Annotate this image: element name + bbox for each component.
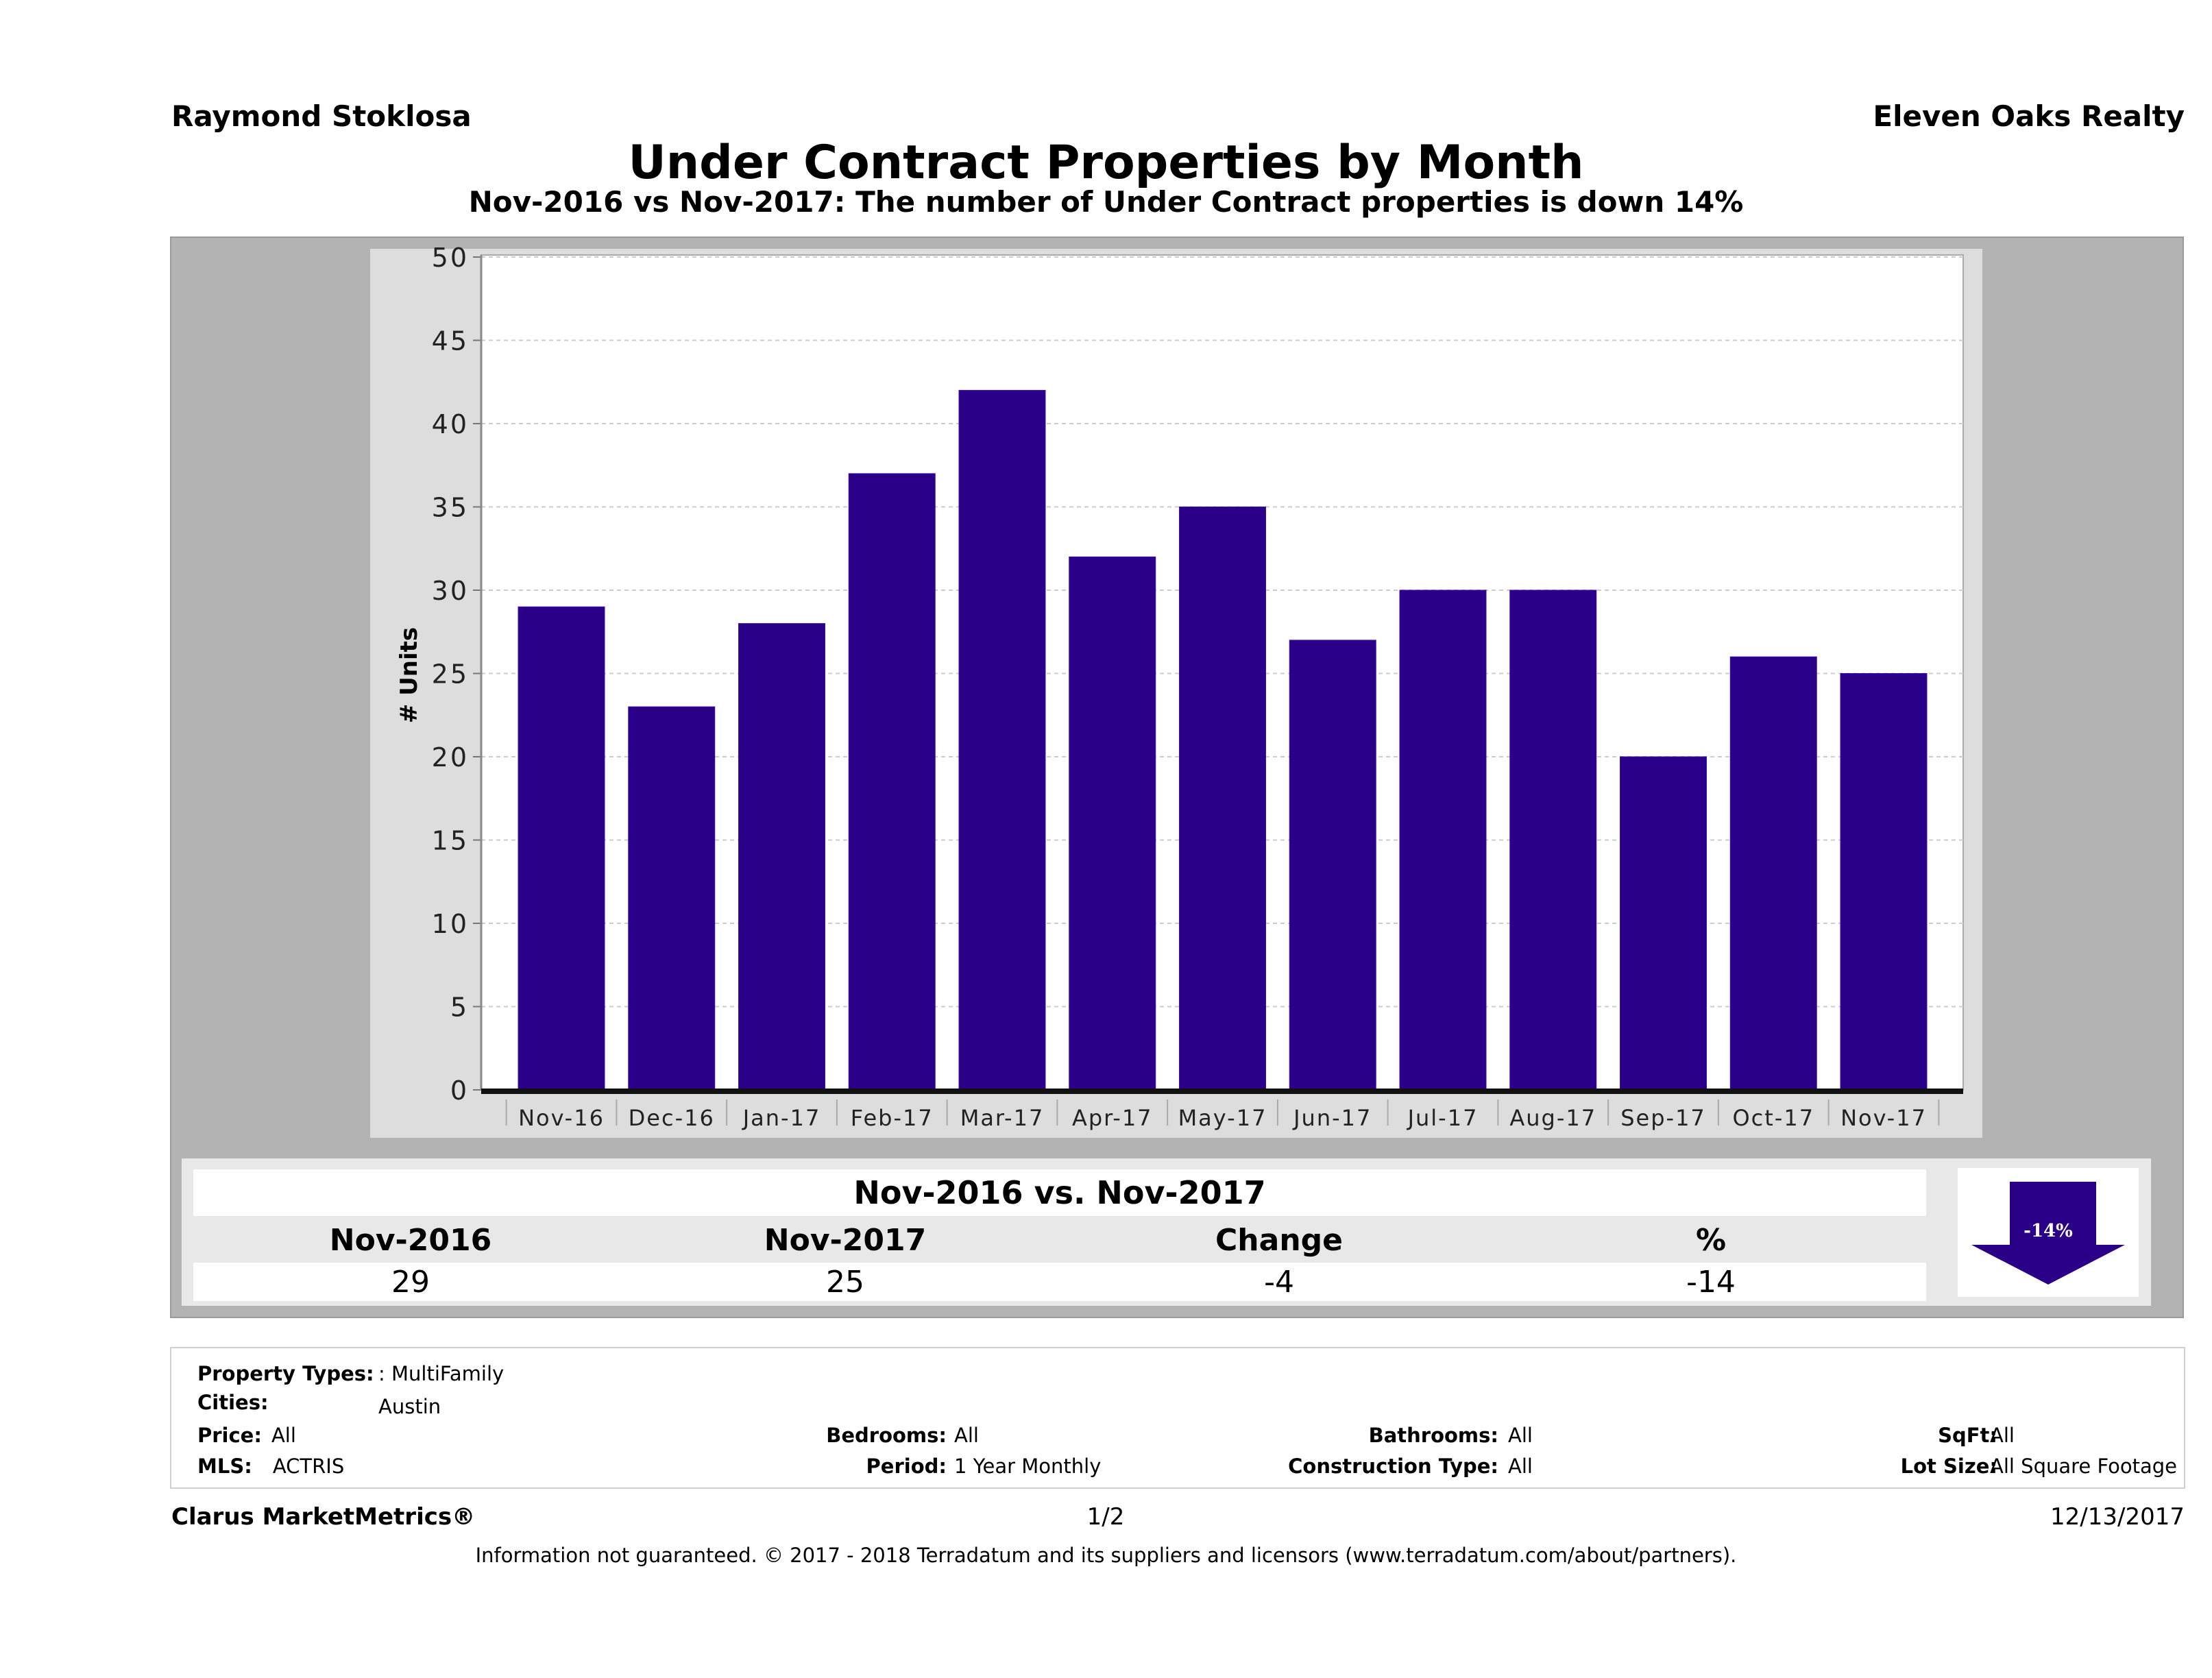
y-tick-label: 30: [432, 576, 469, 606]
summary-header: Nov-2017: [764, 1222, 927, 1258]
criteria-construction-type-value: All: [1508, 1455, 1533, 1478]
summary-value: 25: [826, 1264, 864, 1300]
bar: [518, 606, 605, 1091]
summary-header: Nov-2016: [329, 1222, 492, 1258]
footer-brand: Clarus MarketMetrics®: [171, 1503, 476, 1531]
axes: [473, 255, 1963, 1126]
y-tick-label: 25: [432, 659, 469, 690]
x-tick-label: Aug-17: [1509, 1105, 1596, 1131]
summary-value: -14: [1686, 1264, 1736, 1300]
agent-name: Raymond Stoklosa: [171, 99, 472, 133]
criteria-bedrooms: Bedrooms:: [826, 1424, 947, 1447]
criteria-lot-size-value: All Square Footage: [1990, 1455, 2178, 1478]
report-subtitle: Nov-2016 vs Nov-2017: The number of Unde…: [468, 185, 1744, 219]
bar: [1289, 640, 1376, 1091]
criteria-mls: MLS: ACTRIS: [197, 1455, 345, 1478]
bar: [738, 623, 825, 1091]
criteria-sqft: SqFt:: [1938, 1424, 1997, 1447]
criteria-property-types: Property Types: : MultiFamily: [197, 1362, 505, 1385]
criteria-construction-type: Construction Type:: [1288, 1455, 1498, 1478]
y-tick-label: 40: [432, 409, 469, 439]
bar: [1620, 756, 1707, 1091]
y-tick-label: 0: [450, 1075, 469, 1106]
x-tick-label: Dec-16: [629, 1105, 715, 1131]
search-criteria-box: Property Types: : MultiFamily Cities: Au…: [170, 1347, 2185, 1489]
summary-header: %: [1695, 1222, 1727, 1258]
x-tick-label: Sep-17: [1620, 1105, 1706, 1131]
criteria-sqft-value: All: [1990, 1424, 2015, 1447]
y-tick-label: 50: [432, 243, 469, 273]
summary-value: -4: [1264, 1264, 1294, 1300]
summary-header-row: Nov-2016 Nov-2017 Change %: [193, 1219, 1926, 1261]
y-tick-label: 45: [432, 326, 469, 356]
criteria-lot-size: Lot Size:: [1900, 1455, 1997, 1478]
bar: [1399, 589, 1487, 1091]
arrow-down-icon: -14%: [1971, 1182, 2125, 1285]
y-tick-labels: 0 5 10 15 20 25 30 35 40 45 50: [432, 243, 469, 1106]
y-tick-label: 5: [450, 993, 469, 1023]
criteria-period-value: 1 Year Monthly: [954, 1455, 1102, 1478]
bar: [628, 706, 716, 1091]
x-tick-label: Apr-17: [1072, 1105, 1153, 1131]
change-badge: -14%: [1958, 1168, 2139, 1297]
summary-value: 29: [391, 1264, 430, 1300]
y-tick-label: 10: [432, 909, 469, 939]
y-axis-label: # Units: [396, 627, 423, 723]
x-tick-label: Nov-17: [1840, 1105, 1927, 1131]
bar: [1840, 673, 1928, 1091]
report-date: 12/13/2017: [2050, 1503, 2185, 1531]
summary-header: Change: [1215, 1222, 1343, 1258]
x-tick-label: Nov-16: [518, 1105, 605, 1131]
x-tick-label: Jul-17: [1407, 1105, 1479, 1131]
bar: [1509, 589, 1597, 1091]
disclaimer: Information not guaranteed. © 2017 - 201…: [475, 1544, 1737, 1567]
bar-chart: 0 5 10 15 20 25 30 35 40 45 50 Nov-16 Dec-16 Jan-17 F…: [396, 243, 1964, 1131]
criteria-bathrooms: Bathrooms:: [1368, 1424, 1498, 1447]
bar: [1179, 507, 1266, 1091]
brokerage-name: Eleven Oaks Realty: [1873, 99, 2185, 133]
y-tick-label: 20: [432, 742, 469, 773]
x-tick-label: Jun-17: [1292, 1105, 1372, 1131]
criteria-bathrooms-value: All: [1508, 1424, 1533, 1447]
summary-title: Nov-2016 vs. Nov-2017: [193, 1169, 1926, 1216]
criteria-period: Period:: [866, 1455, 947, 1478]
criteria-bedrooms-value: All: [954, 1424, 979, 1447]
change-badge-text: -14%: [2023, 1221, 2073, 1241]
x-tick-label: Feb-17: [851, 1105, 934, 1131]
x-tick-label: Jan-17: [742, 1105, 821, 1131]
page-number: 1/2: [1086, 1503, 1125, 1531]
summary-value-row: 29 25 -4 -14: [193, 1263, 1926, 1301]
bar: [1729, 656, 1817, 1091]
x-tick-labels: Nov-16 Dec-16 Jan-17 Feb-17 Mar-17 Apr-17 May-…: [518, 1105, 1927, 1131]
bars: [518, 389, 1928, 1091]
bar: [958, 389, 1046, 1091]
bar: [848, 473, 936, 1091]
bar: [1069, 556, 1156, 1091]
y-tick-label: 15: [432, 826, 469, 856]
x-tick-label: Oct-17: [1732, 1105, 1814, 1131]
criteria-price: Price: All: [197, 1424, 296, 1447]
y-tick-label: 35: [432, 493, 469, 523]
report-title: Under Contract Properties by Month: [628, 136, 1584, 190]
criteria-cities: Cities: Austin: [197, 1391, 441, 1418]
x-tick-label: Mar-17: [960, 1105, 1045, 1131]
x-tick-label: May-17: [1178, 1105, 1267, 1131]
